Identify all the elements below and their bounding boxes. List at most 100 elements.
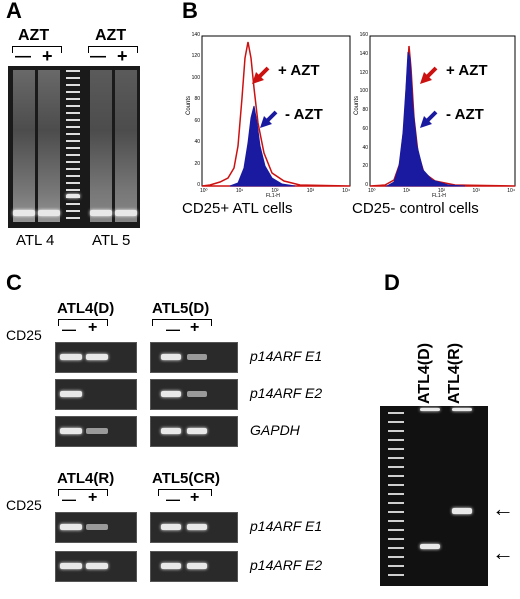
band — [60, 563, 82, 569]
panel-c-cd25-label-top: CD25 — [6, 327, 42, 343]
band — [187, 563, 207, 569]
plot1-caption: CD25+ ATL cells — [182, 200, 293, 217]
plot2-plus-azt-label: + AZT — [446, 62, 488, 79]
bracket — [58, 489, 108, 496]
band — [60, 391, 82, 397]
tick-label: 10⁰ — [200, 188, 208, 194]
gel-strip — [150, 512, 238, 543]
plus-label: + — [190, 319, 200, 336]
tick-label: 10³ — [306, 188, 315, 194]
panel-d-gel — [380, 406, 488, 586]
gene-label-top-0: p14ARF E1 — [250, 348, 323, 364]
panel-a-azt-label-left: AZT — [18, 27, 50, 44]
tick-label: 10² — [437, 188, 446, 194]
plot1-frame — [201, 35, 351, 187]
tick-label: 10¹ — [235, 188, 244, 194]
panel-a-plus-right: + — [117, 46, 128, 66]
tick-label: 10⁴ — [342, 188, 350, 194]
plot2-frame — [369, 35, 516, 187]
panel-c-letter: C — [6, 270, 22, 295]
gel-strip — [55, 512, 137, 543]
band — [161, 354, 181, 360]
tick-label: 160 — [359, 32, 368, 38]
bracket — [152, 319, 212, 326]
gene-label-top-2: GAPDH — [250, 422, 300, 438]
tick-label: 40 — [194, 139, 200, 146]
band — [187, 354, 207, 360]
gel-lane — [13, 70, 35, 222]
tick-label: 80 — [362, 107, 368, 113]
plot2-x-label: FL1-H — [432, 193, 446, 199]
gel-band — [38, 210, 60, 216]
plot1-x-label: FL1-H — [266, 193, 280, 199]
plot2-y-label: Counts — [354, 95, 360, 115]
band — [86, 563, 108, 569]
band — [161, 524, 181, 530]
gel-strip — [55, 416, 137, 447]
bracket — [58, 319, 108, 326]
gel-strip — [150, 342, 238, 373]
band — [187, 391, 207, 397]
panel-c-group-atl5cr: ATL5(CR) — [152, 470, 221, 487]
tick-label: 140 — [191, 32, 200, 38]
gene-label-bottom-0: p14ARF E1 — [250, 518, 323, 534]
plus-label: + — [88, 489, 98, 506]
plot1-y-label: Counts — [186, 95, 192, 115]
gel-strip — [55, 379, 137, 410]
band — [60, 524, 82, 530]
gel-ladder — [388, 412, 404, 580]
band — [420, 408, 440, 411]
minus-label: — — [62, 491, 76, 507]
panel-a-gel — [8, 66, 140, 228]
tick-label: 80 — [194, 96, 200, 103]
plot1-plus-azt-histogram — [201, 41, 351, 187]
band — [420, 544, 440, 549]
band — [452, 508, 472, 514]
panel-d-arrow-upper: ← — [492, 496, 514, 521]
minus-label: — — [166, 491, 180, 507]
plus-label: + — [190, 489, 200, 506]
bracket — [158, 489, 212, 496]
gel-band — [115, 210, 137, 216]
tick-label: 10² — [271, 188, 279, 194]
panel-b-letter: B — [182, 0, 198, 23]
tick-label: 0 — [197, 181, 200, 188]
band — [161, 563, 181, 569]
band — [187, 428, 207, 434]
panel-a-minus-right: — — [90, 48, 106, 65]
tick-label: 100 — [359, 88, 368, 95]
panel-d-letter: D — [384, 270, 400, 295]
gel-strip — [55, 342, 137, 373]
plot1-minus-azt-label: - AZT — [285, 106, 323, 123]
plot2-x-ticks: 10⁰ 10¹ 10² 10³ 10⁴ — [368, 188, 515, 194]
gene-label-bottom-1: p14ARF E2 — [250, 557, 323, 573]
gel-strip — [150, 379, 238, 410]
gel-band — [13, 210, 35, 216]
plot1-y-ticks: 0 20 40 60 80 100 120 140 — [188, 32, 200, 188]
gel-lane — [90, 70, 112, 222]
gel-lane — [115, 70, 137, 222]
tick-label: 10¹ — [403, 188, 411, 194]
band — [86, 354, 108, 360]
gel-strip — [150, 551, 238, 582]
panel-c-group-atl5d: ATL5(D) — [152, 300, 210, 317]
tick-label: 40 — [362, 144, 368, 151]
tick-label: 20 — [194, 160, 200, 167]
band — [60, 354, 82, 360]
panel-a-plus-left: + — [42, 46, 53, 66]
tick-label: 10³ — [472, 188, 480, 194]
gel-ladder — [66, 70, 80, 220]
panel-a-bracket-left — [12, 46, 62, 53]
tick-label: 20 — [362, 163, 368, 170]
panel-a-minus-left: — — [15, 48, 31, 65]
gene-label-top-1: p14ARF E2 — [250, 385, 323, 401]
gel-strip — [150, 416, 238, 447]
tick-label: 0 — [365, 182, 368, 188]
tick-label: 100 — [191, 74, 200, 81]
gel-lane — [38, 70, 60, 222]
gel-strip — [55, 551, 137, 582]
tick-label: 10⁰ — [368, 188, 376, 194]
panel-a-azt-label-right: AZT — [95, 27, 127, 44]
panel-d-arrow-lower: ← — [492, 540, 514, 565]
plot2-caption: CD25- control cells — [352, 200, 479, 217]
